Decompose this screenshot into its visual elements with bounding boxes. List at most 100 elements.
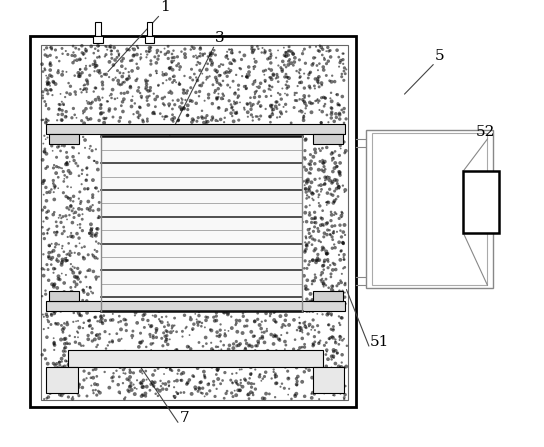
Point <box>107 51 116 58</box>
Point <box>61 47 70 55</box>
Point <box>194 357 202 364</box>
Point <box>59 391 68 398</box>
Point <box>164 383 173 390</box>
Point <box>339 240 348 247</box>
Point <box>81 81 89 89</box>
Point <box>91 63 100 71</box>
Point <box>228 359 237 367</box>
Point <box>319 245 328 253</box>
Point <box>61 212 70 219</box>
Point <box>69 210 78 217</box>
Point <box>187 84 195 91</box>
Point <box>112 367 121 374</box>
Point <box>257 359 266 366</box>
Point <box>109 114 118 121</box>
Point <box>115 50 123 57</box>
Point <box>66 203 75 210</box>
Point <box>329 199 338 207</box>
Point <box>234 86 243 93</box>
Point <box>269 72 278 79</box>
Point <box>260 339 269 346</box>
Point <box>330 354 338 362</box>
Point <box>146 84 155 91</box>
Point <box>40 177 48 184</box>
Point <box>217 380 225 388</box>
Point <box>327 136 336 143</box>
Point <box>206 326 215 333</box>
Point <box>329 168 337 175</box>
Point <box>145 321 153 328</box>
Point <box>337 106 346 114</box>
Point <box>306 99 314 106</box>
Point <box>57 215 66 222</box>
Point <box>338 239 347 246</box>
Point <box>258 375 267 382</box>
Point <box>276 359 285 367</box>
Point <box>108 316 117 324</box>
Point <box>320 258 329 266</box>
Point <box>330 294 338 301</box>
Point <box>246 371 255 378</box>
Point <box>134 87 143 94</box>
Point <box>83 80 92 88</box>
Point <box>302 235 311 242</box>
Point <box>82 274 90 281</box>
Point <box>190 71 199 78</box>
Point <box>311 219 320 226</box>
Point <box>39 116 48 123</box>
Point <box>201 373 209 380</box>
Point <box>89 367 97 374</box>
Point <box>149 312 157 319</box>
Point <box>122 76 131 83</box>
Point <box>308 323 317 330</box>
Point <box>300 249 309 256</box>
Point <box>127 97 136 104</box>
Point <box>199 79 207 86</box>
Point <box>43 229 52 236</box>
Point <box>221 308 230 315</box>
Point <box>78 297 87 304</box>
Point <box>40 148 49 155</box>
Point <box>256 113 265 120</box>
Point <box>296 73 305 80</box>
Point <box>340 256 349 263</box>
Point <box>73 162 82 169</box>
Point <box>310 390 319 397</box>
Point <box>220 369 229 376</box>
Point <box>95 273 103 280</box>
Point <box>274 89 282 97</box>
Point <box>307 390 316 397</box>
Point <box>281 342 290 349</box>
Point <box>275 335 284 342</box>
Point <box>313 78 322 85</box>
Point <box>97 110 106 117</box>
Point <box>50 346 59 354</box>
Point <box>318 311 327 318</box>
Point <box>98 79 107 86</box>
Point <box>331 176 339 183</box>
Point <box>42 214 51 221</box>
Point <box>338 182 347 189</box>
Point <box>156 387 164 394</box>
Point <box>341 294 349 301</box>
Point <box>94 67 102 75</box>
Point <box>108 338 117 346</box>
Point <box>108 378 117 385</box>
Point <box>126 383 134 390</box>
Point <box>137 339 145 346</box>
Point <box>177 95 186 102</box>
Point <box>134 352 143 359</box>
Point <box>282 53 290 60</box>
Point <box>80 85 89 92</box>
Point <box>91 365 100 372</box>
Point <box>324 356 332 363</box>
Point <box>96 110 105 118</box>
Point <box>212 385 221 392</box>
Point <box>77 89 86 96</box>
Point <box>191 52 200 59</box>
Point <box>43 53 52 60</box>
Point <box>67 288 76 295</box>
Point <box>38 224 47 231</box>
Point <box>293 83 302 90</box>
Point <box>329 283 337 290</box>
